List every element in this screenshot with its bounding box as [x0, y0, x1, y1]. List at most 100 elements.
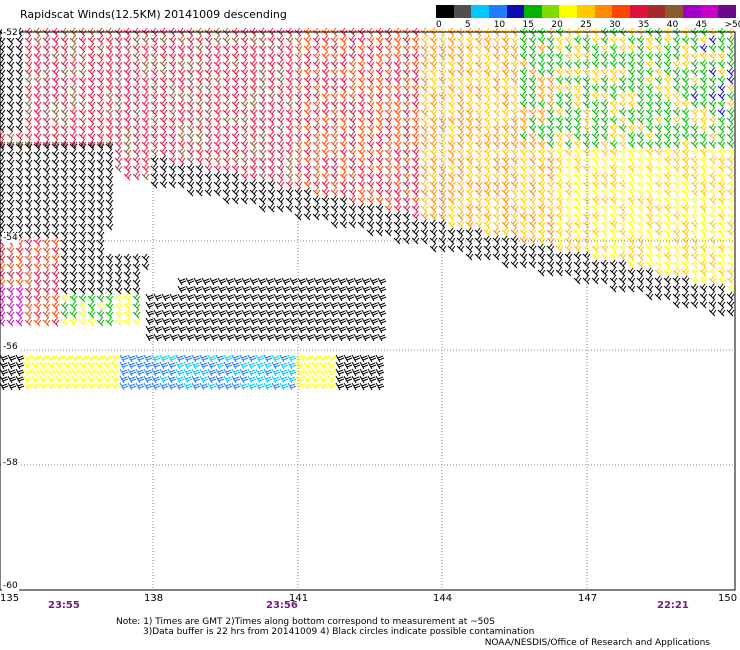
wind-barb	[169, 317, 179, 326]
wind-barb	[564, 91, 573, 101]
wind-barb	[528, 251, 537, 261]
wind-barb	[627, 195, 636, 205]
wind-barb	[546, 83, 555, 93]
wind-barb	[312, 75, 321, 85]
wind-barb	[6, 277, 15, 287]
wind-barb	[348, 203, 357, 213]
wind-barb	[103, 354, 113, 363]
wind-barb	[33, 253, 42, 263]
wind-barb	[708, 115, 717, 125]
wind-barb	[345, 277, 355, 286]
wind-barb	[627, 155, 636, 165]
wind-barb	[167, 361, 177, 370]
wind-barb	[456, 235, 465, 245]
wind-barb	[15, 245, 24, 255]
wind-barb	[23, 375, 33, 384]
wind-barb	[55, 354, 65, 363]
wind-barb	[96, 189, 105, 199]
wind-barb	[223, 368, 233, 377]
wind-barb	[537, 35, 546, 45]
wind-barb	[681, 67, 690, 77]
wind-barb	[438, 227, 447, 237]
wind-barb	[33, 115, 42, 125]
wind-barb	[60, 131, 69, 141]
wind-barb	[456, 163, 465, 173]
wind-barb	[265, 277, 275, 286]
wind-barb	[159, 155, 168, 165]
wind-barb	[384, 171, 393, 181]
wind-barb	[105, 213, 114, 223]
wind-barb	[591, 235, 600, 245]
wind-barb	[339, 171, 348, 181]
wind-barb	[366, 115, 375, 125]
wind-barb	[87, 221, 96, 231]
wind-barb	[42, 309, 51, 319]
wind-barb	[438, 107, 447, 117]
wind-barb	[303, 131, 312, 141]
wind-barb	[663, 179, 672, 189]
wind-barb	[708, 43, 717, 53]
wind-barb	[681, 163, 690, 173]
wind-barb	[369, 277, 379, 286]
wind-barb	[153, 317, 163, 326]
wind-barb	[672, 107, 681, 117]
wind-barb	[456, 187, 465, 197]
wind-barb	[411, 195, 420, 205]
wind-barb	[321, 333, 331, 342]
wind-barb	[519, 91, 528, 101]
wind-barb	[183, 382, 193, 391]
wind-barb	[276, 115, 285, 125]
wind-barb	[492, 195, 501, 205]
wind-barb	[15, 197, 24, 207]
wind-barb	[231, 35, 240, 45]
wind-barb	[618, 179, 627, 189]
wind-barb	[654, 275, 663, 285]
wind-barb	[447, 243, 456, 253]
wind-barb	[402, 43, 411, 53]
wind-barb	[609, 259, 618, 269]
wind-barb	[465, 163, 474, 173]
wind-barb	[654, 67, 663, 77]
wind-barb	[618, 83, 627, 93]
wind-barb	[312, 195, 321, 205]
wind-barb	[456, 67, 465, 77]
wind-barb	[438, 155, 447, 165]
wind-barb	[15, 67, 24, 77]
wind-barb	[87, 375, 97, 384]
wind-barb	[573, 75, 582, 85]
wind-barb	[366, 123, 375, 133]
wind-barb	[31, 375, 41, 384]
wind-barb	[447, 75, 456, 85]
legend-swatch	[488, 5, 507, 18]
wind-barb	[492, 235, 501, 245]
wind-barb	[105, 221, 114, 231]
wind-barb	[546, 115, 555, 125]
wind-barb	[375, 67, 384, 77]
wind-barb	[78, 293, 87, 303]
wind-barb	[663, 211, 672, 221]
wind-barb	[177, 83, 186, 93]
wind-barb	[402, 219, 411, 229]
wind-barb	[699, 291, 708, 301]
wind-barb	[207, 368, 217, 377]
wind-barb	[402, 155, 411, 165]
wind-barb	[24, 141, 33, 151]
wind-barb	[726, 43, 735, 53]
wind-barb	[357, 91, 366, 101]
wind-barb	[312, 139, 321, 149]
wind-barb	[63, 382, 73, 391]
wind-barb	[24, 165, 33, 175]
wind-barb	[60, 173, 69, 183]
wind-barb	[573, 219, 582, 229]
wind-barb	[654, 243, 663, 253]
wind-barb	[33, 149, 42, 159]
wind-barb	[69, 149, 78, 159]
wind-barb	[186, 107, 195, 117]
wind-barb	[217, 277, 227, 286]
wind-barb	[78, 309, 87, 319]
wind-barb	[271, 361, 281, 370]
wind-barb	[249, 309, 259, 318]
wind-barb	[366, 35, 375, 45]
wind-barb	[105, 43, 114, 53]
wind-barb	[681, 227, 690, 237]
